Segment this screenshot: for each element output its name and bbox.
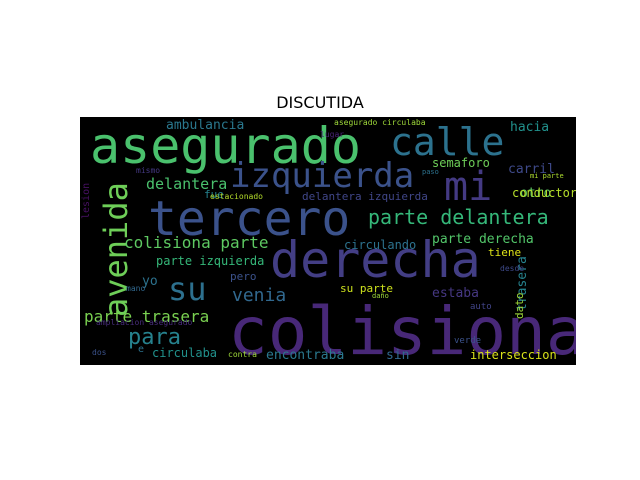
- cloud-word: ampliacion asegurado: [96, 318, 193, 327]
- cloud-word: parte derecha: [432, 232, 534, 247]
- cloud-word: lesion: [81, 182, 92, 219]
- cloud-word: asegurado: [90, 117, 361, 175]
- cloud-word: interseccion: [470, 348, 557, 362]
- cloud-word: contra: [228, 350, 257, 359]
- cloud-word: asegurado circulaba: [334, 118, 426, 127]
- cloud-word: venia: [232, 285, 287, 306]
- cloud-word: parte izquierda: [156, 254, 265, 268]
- cloud-word: auto: [470, 302, 492, 312]
- figure-title: DISCUTIDA: [276, 93, 364, 112]
- cloud-word: calle: [390, 120, 505, 164]
- cloud-word: conductor: [512, 186, 576, 200]
- cloud-word: derecha: [270, 231, 481, 289]
- cloud-word: otro: [520, 186, 552, 201]
- cloud-word: sin: [386, 348, 410, 363]
- cloud-word: delantera: [146, 175, 228, 193]
- cloud-word: su parte: [340, 282, 393, 295]
- cloud-word: parte trasera: [84, 307, 210, 326]
- cloud-word: mi parte: [530, 172, 564, 180]
- cloud-word: circulaba: [152, 346, 218, 360]
- cloud-word: su: [168, 270, 207, 308]
- cloud-word: mano: [126, 284, 146, 293]
- cloud-word: lugar: [320, 130, 345, 139]
- cloud-word: parte delantera: [368, 205, 549, 229]
- cloud-word: semaforo: [432, 156, 490, 170]
- cloud-word: encontraba: [266, 348, 345, 363]
- cloud-word: yo: [142, 274, 158, 289]
- cloud-word: ambulancia: [166, 118, 245, 133]
- cloud-word: pero: [230, 270, 257, 283]
- cloud-word: verde: [454, 336, 482, 346]
- cloud-word: daño: [372, 292, 389, 300]
- cloud-word: hacia: [510, 120, 550, 135]
- cloud-word: dos: [92, 348, 107, 357]
- cloud-word: circulando: [344, 238, 417, 252]
- cloud-word: carril: [508, 162, 555, 177]
- cloud-word: tiene: [488, 246, 522, 259]
- cloud-word: e: [138, 344, 145, 355]
- cloud-word: dato: [513, 292, 526, 320]
- cloud-word: mi: [444, 164, 493, 210]
- cloud-word: delantera izquierda: [302, 190, 428, 203]
- cloud-word: izquierda: [230, 156, 415, 196]
- cloud-word: para: [128, 325, 181, 350]
- cloud-word: colisiona parte: [124, 233, 269, 252]
- cloud-word: tercero: [148, 191, 351, 247]
- cloud-word: mismo: [136, 166, 161, 175]
- word-cloud: colisiona asegurado tercero derecha calle mi i…: [80, 117, 576, 365]
- cloud-word: paso: [422, 168, 439, 176]
- cloud-word: estaba: [432, 286, 479, 301]
- cloud-word: estacionado: [210, 192, 263, 201]
- cloud-word: fue: [204, 188, 224, 201]
- cloud-word: colisiona: [228, 293, 576, 365]
- cloud-word: desde: [500, 264, 525, 273]
